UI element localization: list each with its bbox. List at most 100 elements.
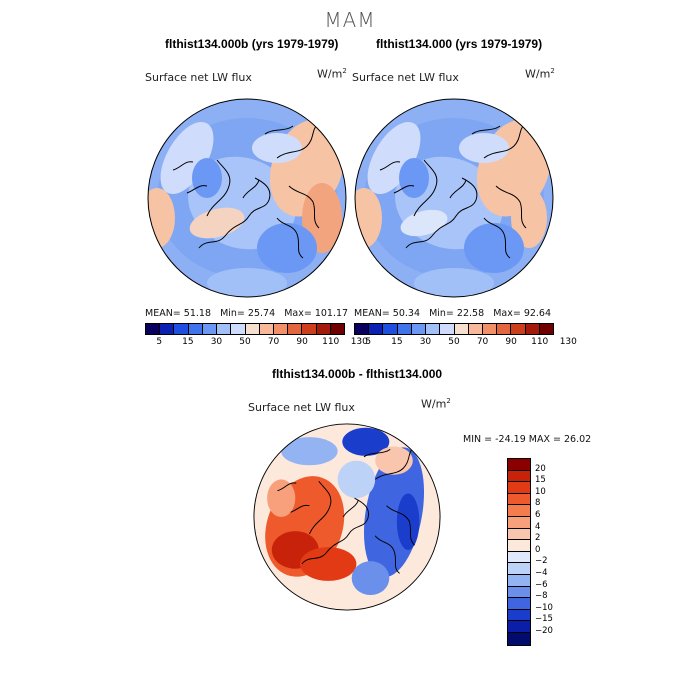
- colorbar-swatch: [160, 324, 175, 334]
- coastline: [276, 123, 320, 159]
- colorbar-tick-label: 8: [535, 498, 541, 509]
- colorbar-swatch: [440, 324, 455, 334]
- colorbar-swatch: [231, 324, 246, 334]
- variable-label-left: Surface net LW flux: [145, 71, 252, 84]
- colorbar-swatch: [508, 540, 530, 552]
- colorbar-swatch: [508, 505, 530, 517]
- colorbar-swatch: [508, 609, 530, 622]
- field-region: [399, 158, 429, 198]
- colorbar-swatch: [508, 632, 530, 645]
- field-region: [355, 188, 382, 248]
- colorbar-swatch: [508, 574, 530, 587]
- colorbar-swatch: [508, 563, 530, 575]
- colorbar-swatch: [273, 324, 289, 334]
- variable-label-right: Surface net LW flux: [352, 71, 459, 84]
- field-region: [207, 268, 287, 297]
- field-region: [160, 121, 214, 195]
- colorbar-right: [354, 323, 554, 335]
- field-region: [464, 223, 524, 273]
- colorbar-swatch: [174, 324, 189, 334]
- colorbar-tick-label: 50: [448, 337, 460, 347]
- coastline: [449, 179, 467, 199]
- colorbar-tick-label: 70: [476, 337, 489, 347]
- colorbar-difference: [507, 458, 531, 646]
- colorbar-tick-label: 5: [156, 337, 163, 347]
- colorbar-tick-label: 130: [350, 337, 368, 347]
- colorbar-swatch: [497, 324, 512, 334]
- units-label-right: W/m2: [525, 67, 555, 81]
- colorbar-tick-label: 10: [535, 486, 546, 497]
- map-boundary: [354, 98, 554, 298]
- coastline: [290, 504, 310, 513]
- colorbar-tick-label: 20: [535, 463, 546, 474]
- colorbar-swatch: [383, 324, 398, 334]
- units-label-left: W/m2: [317, 67, 347, 81]
- colorbar-tick-label: 6: [535, 510, 541, 520]
- season-title: MAM: [324, 8, 376, 32]
- coastline: [495, 185, 527, 229]
- colorbar-swatch: [508, 482, 530, 494]
- coastline: [374, 447, 415, 480]
- colorbar-swatch: [454, 324, 469, 334]
- colorbar-tick-label: 5: [365, 337, 372, 347]
- coastline: [379, 161, 401, 171]
- coastline: [172, 161, 194, 171]
- field-region: [351, 561, 390, 596]
- colorbar-swatch: [369, 324, 384, 334]
- coastline: [342, 499, 359, 518]
- colorbar-tick-label: 110: [531, 337, 549, 347]
- field-region: [257, 223, 317, 273]
- colorbar-swatch: [259, 324, 274, 334]
- colorbar-swatch: [397, 324, 412, 334]
- colorbar-swatch: [316, 324, 331, 334]
- field-region: [267, 479, 296, 517]
- field-region: [414, 268, 494, 297]
- colorbar-tick-label: −15: [535, 614, 553, 625]
- units-label-diff: W/m2: [421, 397, 451, 411]
- stats-difference: MIN = -24.19 MAX = 26.02: [463, 434, 592, 445]
- map-boundary: [253, 423, 441, 611]
- colorbar-tick-label: 110: [322, 337, 340, 347]
- polar-map-difference: [253, 423, 441, 611]
- colorbar-left: [145, 323, 345, 335]
- colorbar-tick-label: 90: [505, 337, 517, 347]
- colorbar-swatch: [482, 324, 498, 334]
- colorbar-swatch: [302, 324, 317, 334]
- colorbar-tick-label: 130: [559, 337, 577, 347]
- coastline: [264, 125, 294, 135]
- colorbar-swatch: [539, 324, 554, 334]
- coastline: [288, 185, 320, 229]
- colorbar-tick-label: −10: [535, 602, 553, 613]
- field-region: [281, 437, 338, 466]
- stats-right: MEAN= 50.34 Min= 22.58 Max= 92.64: [354, 308, 552, 319]
- coastline: [413, 159, 438, 217]
- colorbar-left-ticks: 5 15 30 50 70 90 110 130: [145, 337, 367, 349]
- panel-title-right: flthist134.000 (yrs 1979-1979): [376, 37, 543, 51]
- colorbar-swatch: [355, 324, 370, 334]
- colorbar-swatch: [508, 598, 530, 610]
- colorbar-swatch: [217, 324, 232, 334]
- colorbar-swatch: [202, 324, 218, 334]
- polar-map-right: [354, 98, 554, 298]
- colorbar-tick-label: 50: [239, 337, 251, 347]
- colorbar-swatch: [508, 586, 530, 599]
- colorbar-swatch: [508, 551, 530, 564]
- colorbar-swatch: [330, 324, 345, 334]
- field-region: [148, 188, 175, 248]
- coastline: [483, 123, 527, 159]
- colorbar-swatch: [288, 324, 303, 334]
- colorbar-swatch: [146, 324, 161, 334]
- field-region: [300, 547, 357, 581]
- colorbar-tick-label: −4: [535, 568, 548, 578]
- field-region: [252, 133, 302, 163]
- coastline: [363, 448, 391, 458]
- colorbar-swatch: [468, 324, 483, 334]
- colorbar-swatch: [508, 459, 530, 471]
- colorbar-swatch: [508, 516, 530, 529]
- coastline: [483, 217, 511, 259]
- coastline: [308, 480, 332, 535]
- colorbar-swatch: [426, 324, 441, 334]
- coastline: [471, 125, 501, 135]
- field-region: [337, 460, 376, 499]
- colorbar-right-ticks: 5 15 30 50 70 90 110 130: [354, 337, 576, 349]
